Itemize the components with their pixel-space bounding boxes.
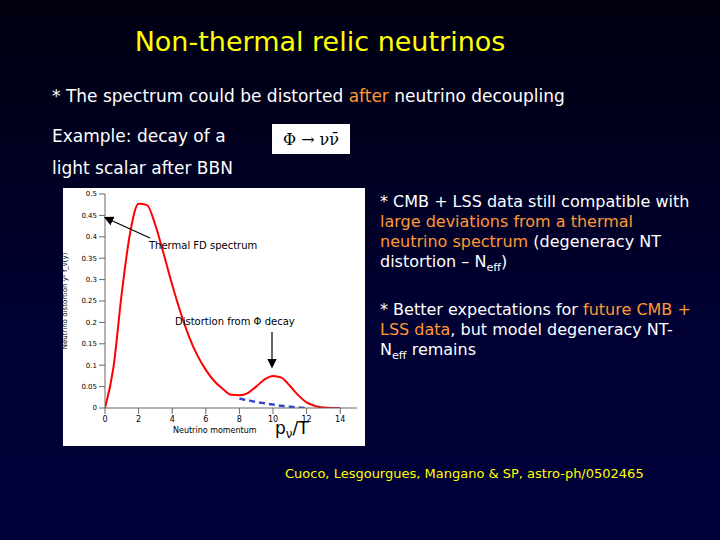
svg-text:0.15: 0.15 <box>81 340 97 348</box>
svg-text:0.2: 0.2 <box>86 319 97 327</box>
html-text:Cuoco, Lesgourgues, Mangano &: Cuoco, Lesgourgues, Mangano & SP, astro-… <box>285 466 644 481</box>
html-text:Thermal FD spectrum: Thermal FD spectrum <box>149 240 258 251</box>
html-text:Example: decay of a: Example: decay of a <box>52 126 226 146</box>
html-text:Φ → νν̄: Φ → νν̄ <box>282 129 340 149</box>
svg-text:8: 8 <box>237 415 242 424</box>
svg-text:6: 6 <box>203 415 208 424</box>
svg-text:10: 10 <box>267 414 279 424</box>
html-text:* The spectrum could be distor: * The spectrum could be distorted after … <box>52 86 565 106</box>
svg-text:0.05: 0.05 <box>81 383 97 391</box>
svg-text:14: 14 <box>335 415 345 424</box>
svg-text:4: 4 <box>170 415 175 424</box>
html-text:Non-thermal relic neutrinos: Non-thermal relic neutrinos <box>134 26 506 57</box>
html-text:light scalar after BBN: light scalar after BBN <box>52 158 233 178</box>
html-text:Distortion from Φ decay: Distortion from Φ decay <box>175 316 295 327</box>
html-text:* CMB + LSS data still compati: * CMB + LSS data still compatible with <box>380 192 690 211</box>
html-text:pν/T: pν/T <box>275 418 309 442</box>
svg-text:0.4: 0.4 <box>86 233 98 241</box>
svg-text:0.5: 0.5 <box>86 190 97 198</box>
svg-text:0: 0 <box>102 415 107 424</box>
svg-text:2: 2 <box>136 415 141 424</box>
html-text:* Better expectations for futu: * Better expectations for future CMB + L… <box>380 300 691 363</box>
svg-text:0.1: 0.1 <box>86 362 97 370</box>
html-text:large deviations from a therma: large deviations from a thermal neutrino… <box>380 212 661 275</box>
svg-text:Neutrino distortion y² f_ν(y): Neutrino distortion y² f_ν(y) <box>63 252 69 349</box>
svg-text:0: 0 <box>93 404 97 412</box>
svg-text:0.25: 0.25 <box>81 297 97 305</box>
html-text:Neutrino momentum: Neutrino momentum <box>173 426 257 435</box>
svg-text:0.3: 0.3 <box>86 276 97 284</box>
svg-text:0.35: 0.35 <box>81 255 97 263</box>
svg-text:0.45: 0.45 <box>81 212 97 220</box>
